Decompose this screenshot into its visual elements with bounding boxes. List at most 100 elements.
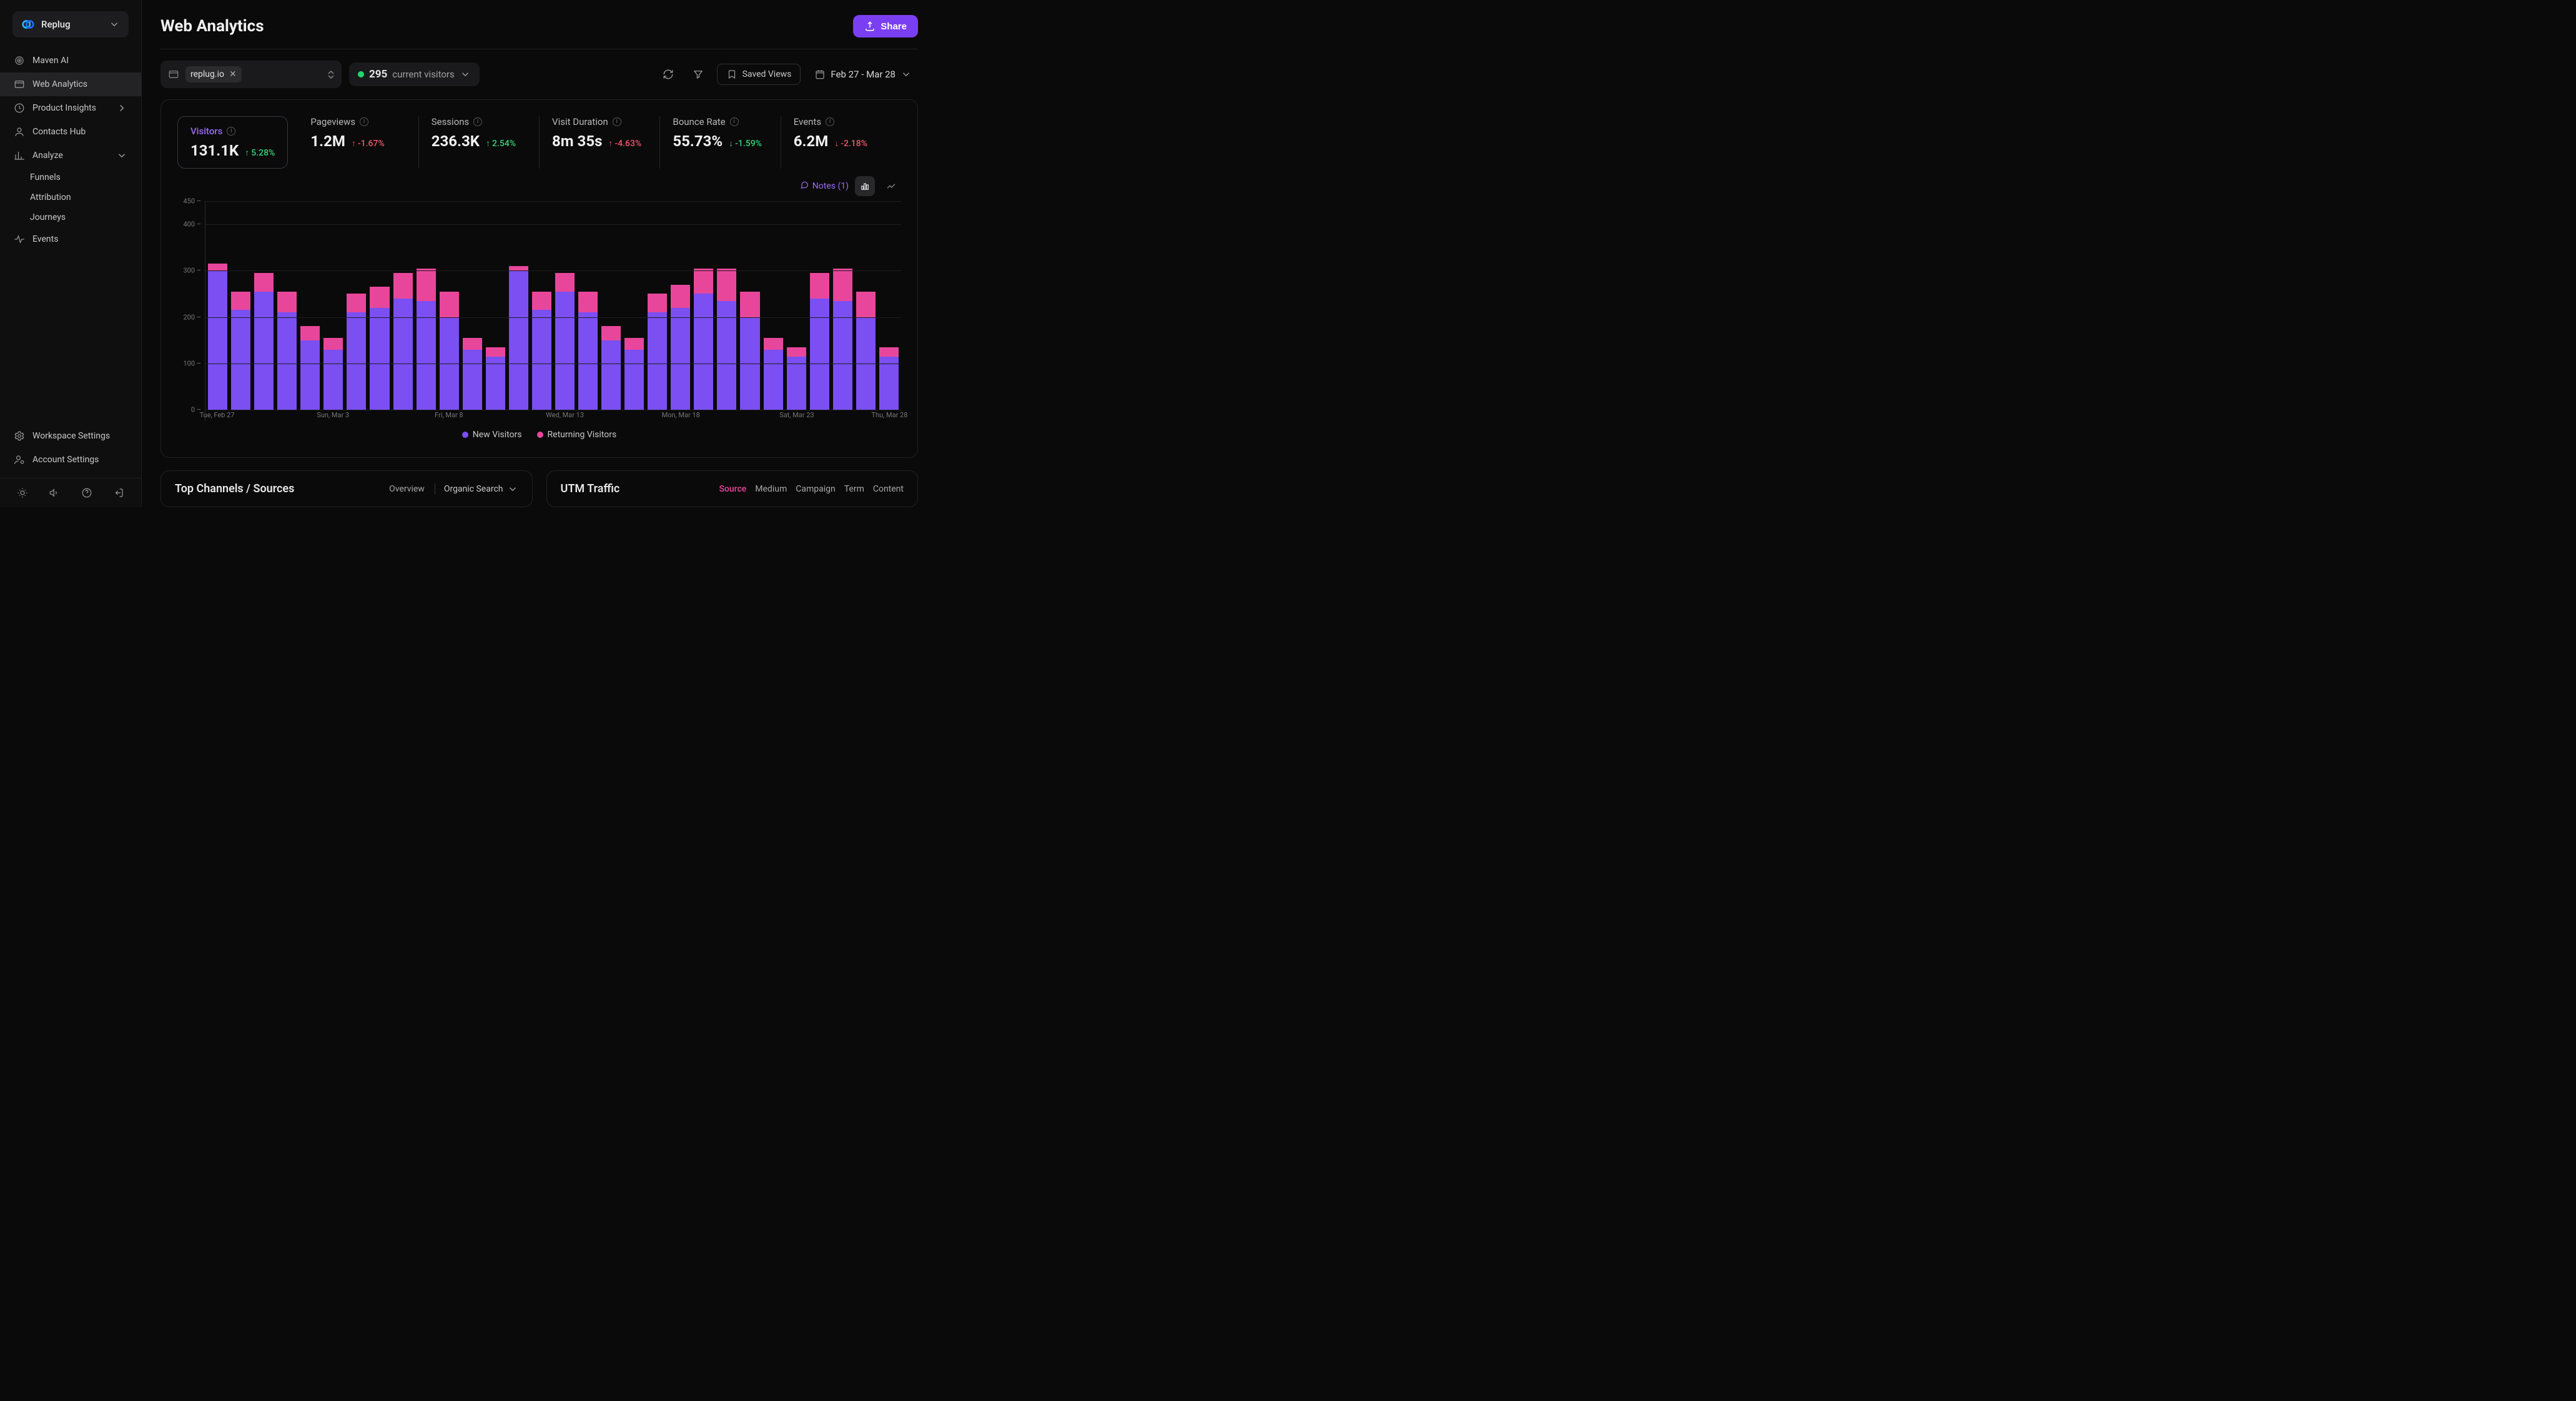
channels-title: Top Channels / Sources xyxy=(175,482,294,495)
metric-pageviews[interactable]: Pageviewsi1.2M-1.67% xyxy=(298,116,418,169)
nav-workspace-settings[interactable]: Workspace Settings xyxy=(0,424,141,448)
nav-journeys[interactable]: Journeys xyxy=(0,207,141,227)
x-axis: Tue, Feb 27Sun, Mar 3Fri, Mar 8Wed, Mar … xyxy=(205,411,901,421)
nav-contacts-hub[interactable]: Contacts Hub xyxy=(0,120,141,144)
utm-tab-content[interactable]: Content xyxy=(873,484,904,494)
visitors-count: 295 xyxy=(369,68,387,81)
share-button[interactable]: Share xyxy=(853,15,918,37)
bar[interactable] xyxy=(740,201,759,410)
y-axis: 0 –100 –200 –300 –400 –450 – xyxy=(177,201,205,421)
bar[interactable] xyxy=(323,201,343,410)
filter-button[interactable] xyxy=(687,63,709,86)
utm-tab-campaign[interactable]: Campaign xyxy=(796,484,835,494)
nav-events[interactable]: Events xyxy=(0,227,141,251)
legend-dot-icon xyxy=(462,432,468,438)
saved-views-button[interactable]: Saved Views xyxy=(717,64,801,85)
bar[interactable] xyxy=(347,201,366,410)
chevron-down-icon xyxy=(507,483,518,495)
nav-account-settings[interactable]: Account Settings xyxy=(0,448,141,472)
date-range-picker[interactable]: Feb 27 - Mar 28 xyxy=(808,64,918,84)
page-header: Web Analytics Share xyxy=(160,15,918,49)
nav-product-insights[interactable]: Product Insights xyxy=(0,96,141,120)
bar[interactable] xyxy=(810,201,829,410)
comment-icon xyxy=(800,181,809,192)
metric-visit-duration[interactable]: Visit Durationi8m 35s-4.63% xyxy=(540,116,660,169)
main-nav: Maven AI Web Analytics Product Insights … xyxy=(0,46,141,424)
bar[interactable] xyxy=(231,201,250,410)
nav-attribution[interactable]: Attribution xyxy=(0,187,141,207)
metric-events[interactable]: Eventsi6.2M-2.18% xyxy=(781,116,901,169)
activity-icon xyxy=(14,234,25,245)
info-icon: i xyxy=(826,117,834,126)
notes-button[interactable]: Notes (1) xyxy=(800,181,849,192)
logout-icon[interactable] xyxy=(113,487,124,498)
bar[interactable] xyxy=(671,201,690,410)
bar[interactable] xyxy=(717,201,736,410)
utm-tab-term[interactable]: Term xyxy=(844,484,864,494)
bar[interactable] xyxy=(694,201,713,410)
nav-maven-ai[interactable]: Maven AI xyxy=(0,49,141,72)
bar[interactable] xyxy=(648,201,667,410)
gear-icon xyxy=(14,430,25,442)
help-icon[interactable] xyxy=(81,487,92,498)
bar[interactable] xyxy=(440,201,459,410)
bar[interactable] xyxy=(624,201,644,410)
channels-overview-tab[interactable]: Overview xyxy=(389,484,425,494)
bar[interactable] xyxy=(856,201,876,410)
bar[interactable] xyxy=(463,201,482,410)
bar[interactable] xyxy=(787,201,806,410)
bar-chart-button[interactable] xyxy=(855,176,875,196)
line-chart-button[interactable] xyxy=(881,176,901,196)
utm-tab-source[interactable]: Source xyxy=(719,484,746,494)
legend-new-visitors: New Visitors xyxy=(462,430,522,440)
info-icon: i xyxy=(730,117,739,126)
calendar-icon xyxy=(814,69,826,80)
nav-funnels[interactable]: Funnels xyxy=(0,167,141,187)
domain-select[interactable]: replug.io ✕ xyxy=(160,61,342,88)
bar[interactable] xyxy=(277,201,297,410)
announce-icon[interactable] xyxy=(49,487,60,498)
chevron-down-icon xyxy=(460,69,471,80)
theme-toggle-icon[interactable] xyxy=(17,487,28,498)
bar[interactable] xyxy=(764,201,783,410)
window-icon xyxy=(168,69,179,80)
bar[interactable] xyxy=(578,201,598,410)
bar[interactable] xyxy=(509,201,528,410)
metric-visitors[interactable]: Visitorsi131.1K5.28% xyxy=(177,116,288,169)
bar[interactable] xyxy=(555,201,575,410)
legend-dot-icon xyxy=(537,432,543,438)
bookmark-icon xyxy=(726,69,738,80)
remove-domain-icon[interactable]: ✕ xyxy=(229,69,237,79)
workspace-selector[interactable]: Replug xyxy=(12,11,129,37)
chart-area: Tue, Feb 27Sun, Mar 3Fri, Mar 8Wed, Mar … xyxy=(205,201,901,421)
bar[interactable] xyxy=(601,201,621,410)
bar[interactable] xyxy=(254,201,274,410)
nav-web-analytics[interactable]: Web Analytics xyxy=(0,72,141,96)
metric-bounce-rate[interactable]: Bounce Ratei55.73%-1.59% xyxy=(660,116,781,169)
page-title: Web Analytics xyxy=(160,17,264,36)
current-visitors-pill[interactable]: 295 current visitors xyxy=(349,62,480,86)
legend-returning-visitors: Returning Visitors xyxy=(537,430,617,440)
refresh-button[interactable] xyxy=(657,63,679,86)
utm-title: UTM Traffic xyxy=(561,482,620,495)
sidebar: Replug Maven AI Web Analytics Product In… xyxy=(0,0,142,507)
channels-dropdown[interactable]: Organic Search xyxy=(435,483,518,495)
utm-tab-medium[interactable]: Medium xyxy=(755,484,787,494)
info-icon: i xyxy=(227,127,235,136)
nav-analyze[interactable]: Analyze xyxy=(0,144,141,167)
bar[interactable] xyxy=(208,201,227,410)
chevron-right-icon xyxy=(116,102,127,114)
bar[interactable] xyxy=(532,201,551,410)
clock-icon xyxy=(14,102,25,114)
bar[interactable] xyxy=(879,201,899,410)
metrics-panel: Visitorsi131.1K5.28%Pageviewsi1.2M-1.67%… xyxy=(160,99,918,458)
bar[interactable] xyxy=(486,201,505,410)
user-icon xyxy=(14,126,25,137)
bar[interactable] xyxy=(417,201,436,410)
bar[interactable] xyxy=(300,201,320,410)
metric-sessions[interactable]: Sessionsi236.3K2.54% xyxy=(419,116,540,169)
bar[interactable] xyxy=(370,201,389,410)
bar[interactable] xyxy=(393,201,413,410)
visitors-label: current visitors xyxy=(392,69,454,80)
bar[interactable] xyxy=(833,201,852,410)
